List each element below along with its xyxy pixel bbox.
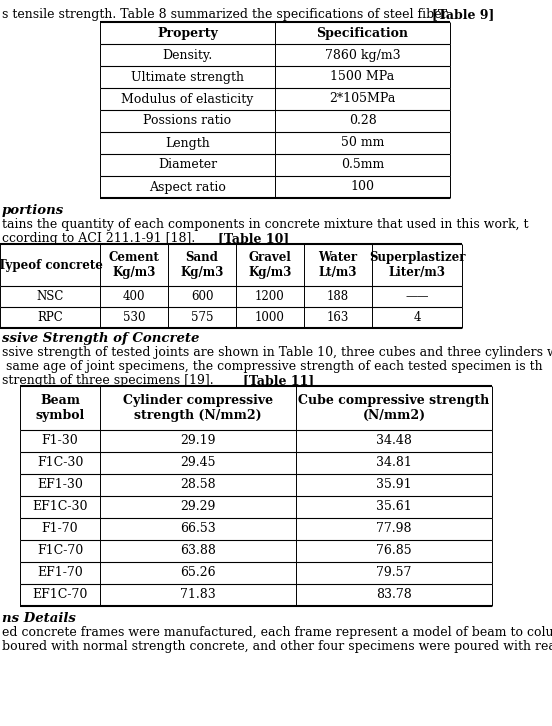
Text: Length: Length	[165, 136, 210, 150]
Text: Aspect ratio: Aspect ratio	[149, 181, 226, 194]
Text: [Table 11]: [Table 11]	[243, 374, 314, 387]
Text: Cube compressive strength
(N/mm2): Cube compressive strength (N/mm2)	[299, 394, 490, 422]
Text: Cylinder compressive
strength (N/mm2): Cylinder compressive strength (N/mm2)	[123, 394, 273, 422]
Text: ed concrete frames were manufactured, each frame represent a model of beam to co: ed concrete frames were manufactured, ea…	[2, 626, 552, 639]
Text: EF1-30: EF1-30	[37, 478, 83, 492]
Text: 76.85: 76.85	[376, 544, 412, 558]
Text: same age of joint specimens, the compressive strength of each tested specimen is: same age of joint specimens, the compres…	[2, 360, 543, 373]
Text: RPC: RPC	[37, 311, 63, 324]
Text: Diameter: Diameter	[158, 158, 217, 171]
Text: F1-30: F1-30	[41, 434, 78, 447]
Text: 35.61: 35.61	[376, 500, 412, 513]
Text: Cement
Kg/m3: Cement Kg/m3	[109, 251, 160, 279]
Text: F1C-30: F1C-30	[37, 457, 83, 470]
Text: 530: 530	[123, 311, 145, 324]
Text: Water
Lt/m3: Water Lt/m3	[319, 251, 358, 279]
Text: 0.5mm: 0.5mm	[341, 158, 384, 171]
Text: F1-70: F1-70	[42, 523, 78, 536]
Text: Beam
symbol: Beam symbol	[35, 394, 84, 422]
Text: 66.53: 66.53	[180, 523, 216, 536]
Text: 50 mm: 50 mm	[341, 136, 384, 150]
Text: EF1C-70: EF1C-70	[33, 589, 88, 602]
Text: 4: 4	[413, 311, 421, 324]
Text: strength of three specimens [19].: strength of three specimens [19].	[2, 374, 217, 387]
Text: portions: portions	[2, 204, 64, 217]
Text: 163: 163	[327, 311, 349, 324]
Text: 34.48: 34.48	[376, 434, 412, 447]
Text: 7860 kg/m3: 7860 kg/m3	[325, 49, 400, 62]
Text: EF1C-30: EF1C-30	[32, 500, 88, 513]
Text: 83.78: 83.78	[376, 589, 412, 602]
Text: Sand
Kg/m3: Sand Kg/m3	[181, 251, 224, 279]
Text: 63.88: 63.88	[180, 544, 216, 558]
Text: ccording to ACI 211.1-91 [18].: ccording to ACI 211.1-91 [18].	[2, 232, 199, 245]
Text: 1000: 1000	[255, 311, 285, 324]
Text: Density.: Density.	[162, 49, 213, 62]
Text: tains the quantity of each components in concrete mixture that used in this work: tains the quantity of each components in…	[2, 218, 528, 231]
Text: ssive strength of tested joints are shown in Table 10, three cubes and three cyl: ssive strength of tested joints are show…	[2, 346, 552, 359]
Text: Typeof concrete: Typeof concrete	[0, 258, 103, 272]
Text: Possions ratio: Possions ratio	[144, 115, 231, 128]
Text: 77.98: 77.98	[376, 523, 412, 536]
Text: 575: 575	[191, 311, 213, 324]
Text: ——: ——	[405, 290, 429, 303]
Text: 34.81: 34.81	[376, 457, 412, 470]
Text: 29.29: 29.29	[181, 500, 216, 513]
Text: Superplastizer
Liter/m3: Superplastizer Liter/m3	[369, 251, 465, 279]
Text: ssive Strength of Concrete: ssive Strength of Concrete	[2, 332, 199, 345]
Text: [Table 9]: [Table 9]	[432, 8, 495, 21]
Text: 35.91: 35.91	[376, 478, 412, 492]
Text: Property: Property	[157, 27, 218, 39]
Text: ns Details: ns Details	[2, 612, 76, 625]
Text: 1500 MPa: 1500 MPa	[331, 70, 395, 83]
Text: 400: 400	[123, 290, 145, 303]
Text: Specification: Specification	[316, 27, 408, 39]
Text: 0.28: 0.28	[349, 115, 376, 128]
Text: 28.58: 28.58	[180, 478, 216, 492]
Text: 600: 600	[191, 290, 213, 303]
Text: 188: 188	[327, 290, 349, 303]
Text: Modulus of elasticity: Modulus of elasticity	[121, 92, 254, 105]
Text: [Table 10]: [Table 10]	[218, 232, 289, 245]
Text: EF1-70: EF1-70	[37, 566, 83, 579]
Text: NSC: NSC	[36, 290, 63, 303]
Text: 71.83: 71.83	[180, 589, 216, 602]
Text: Ultimate strength: Ultimate strength	[131, 70, 244, 83]
Text: F1C-70: F1C-70	[37, 544, 83, 558]
Text: 29.45: 29.45	[181, 457, 216, 470]
Text: 1200: 1200	[255, 290, 285, 303]
Text: 2*105MPa: 2*105MPa	[330, 92, 396, 105]
Text: Gravel
Kg/m3: Gravel Kg/m3	[248, 251, 291, 279]
Text: s tensile strength. Table 8 summarized the specifications of steel fiber.: s tensile strength. Table 8 summarized t…	[2, 8, 454, 21]
Text: 29.19: 29.19	[181, 434, 216, 447]
Text: 65.26: 65.26	[180, 566, 216, 579]
Text: 79.57: 79.57	[376, 566, 412, 579]
Text: 100: 100	[351, 181, 374, 194]
Text: boured with normal strength concrete, and other four specimens were poured with : boured with normal strength concrete, an…	[2, 640, 552, 653]
